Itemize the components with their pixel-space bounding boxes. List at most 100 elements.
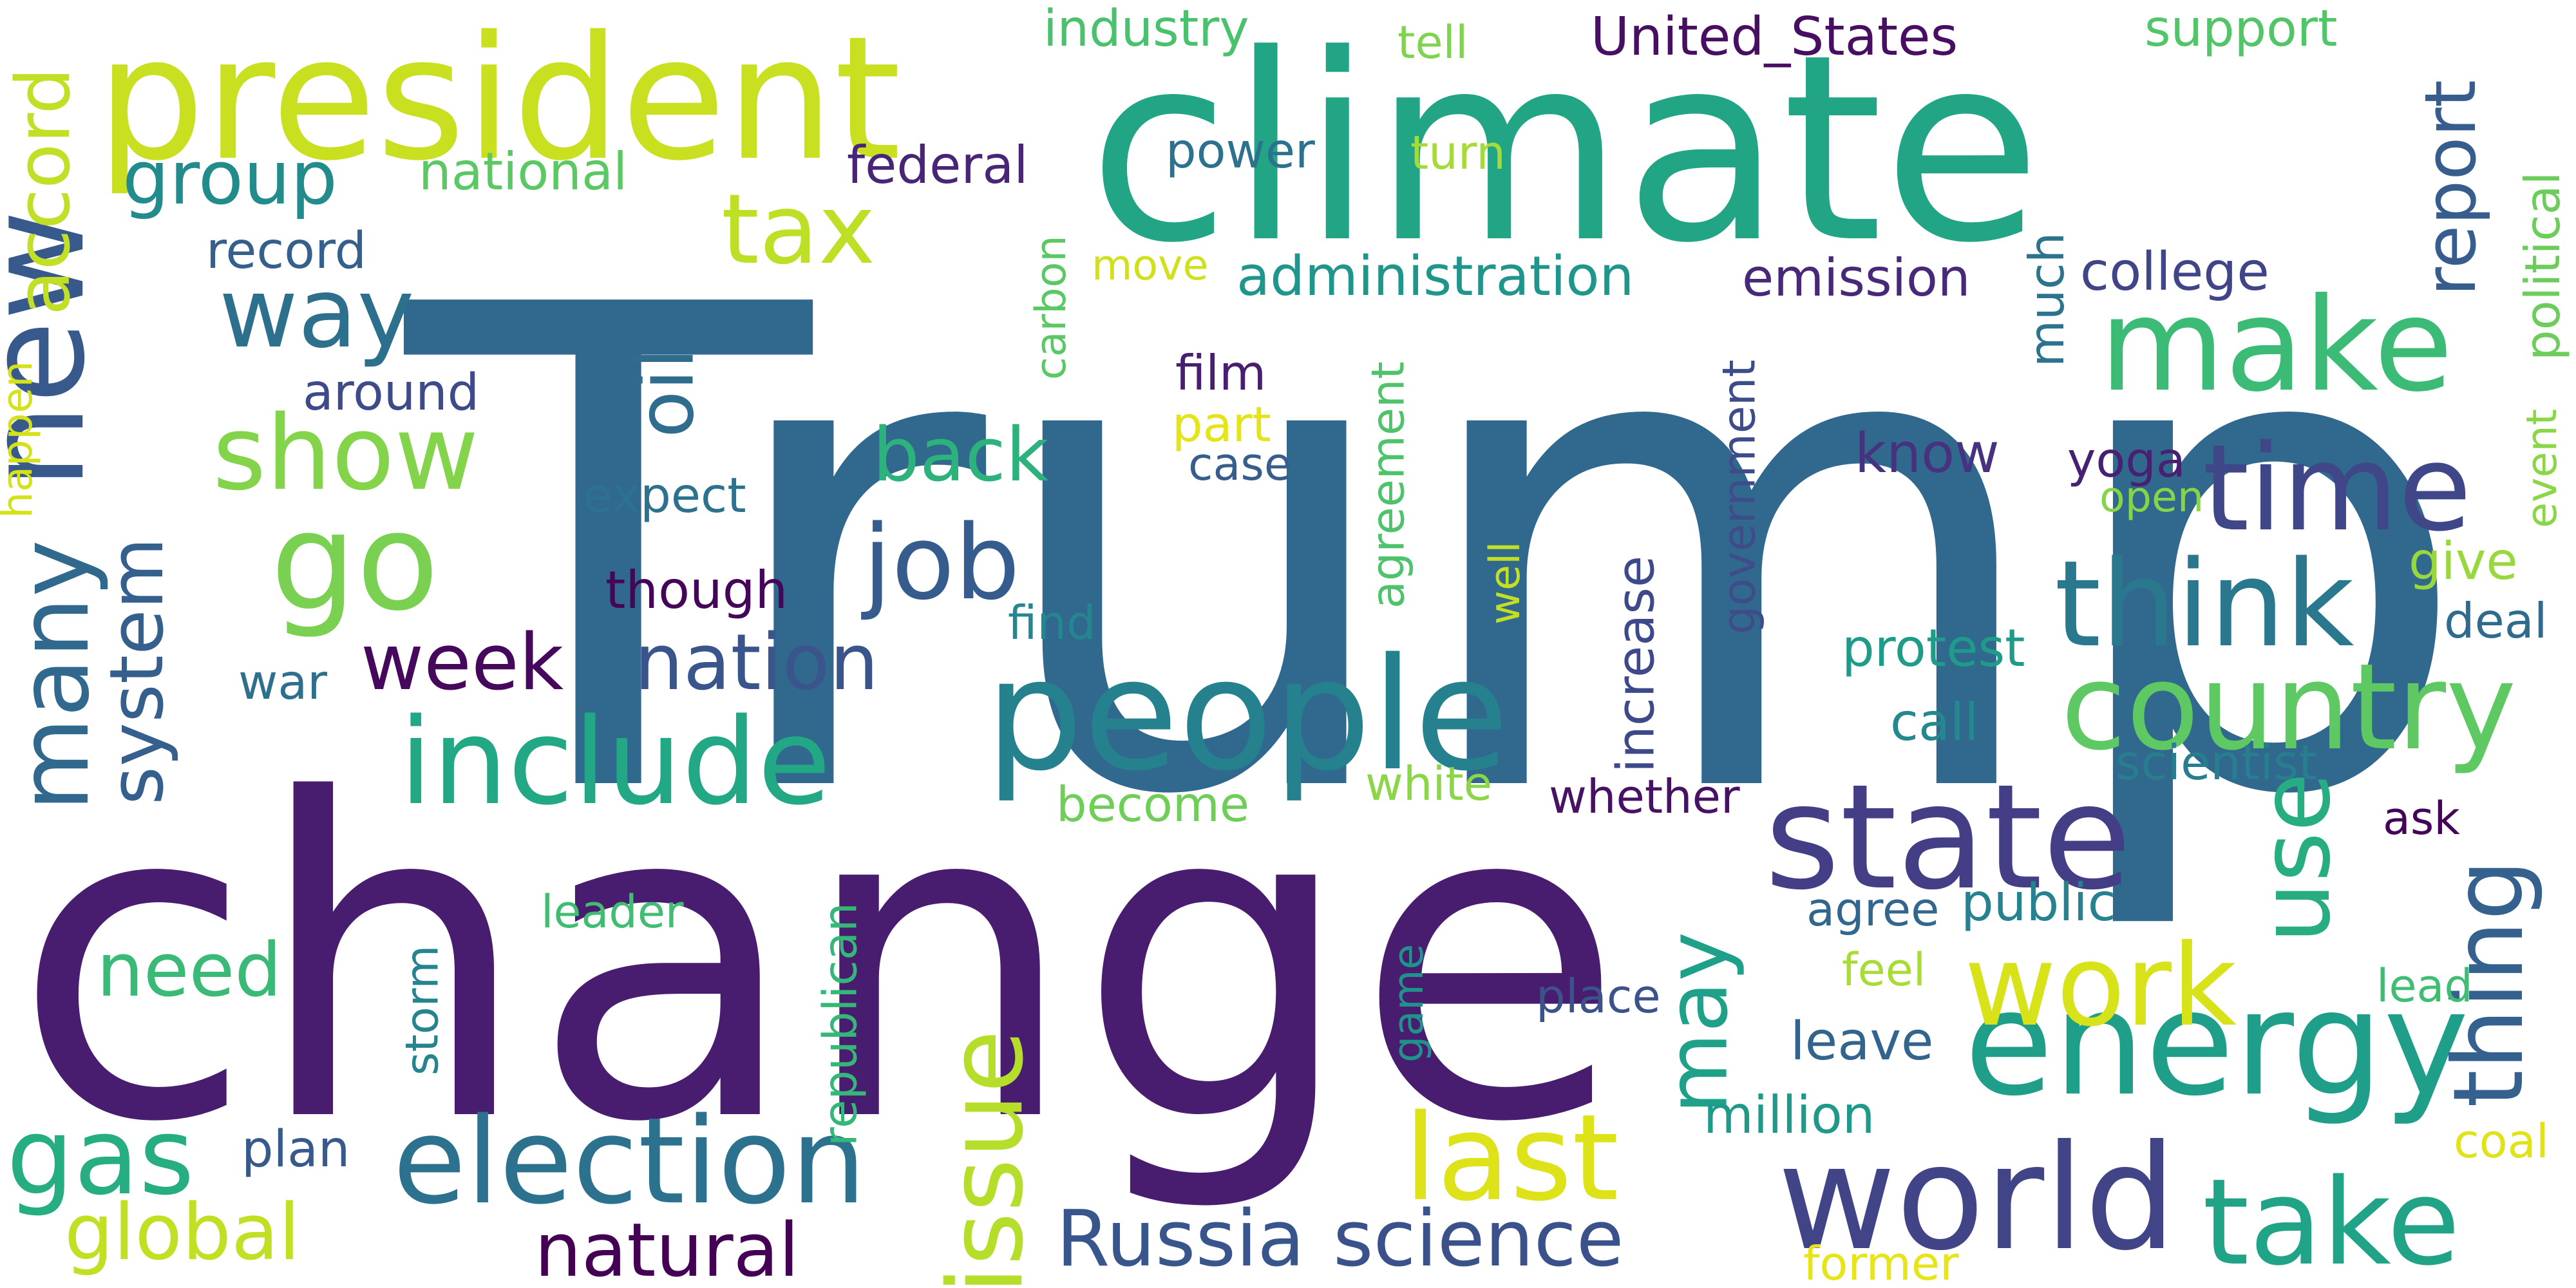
word-whether: whether (1549, 770, 1740, 824)
word-carbon: carbon (1027, 235, 1075, 380)
word-coal: coal (2454, 1114, 2549, 1168)
word-include: include (399, 692, 831, 831)
word-place: place (1536, 969, 1661, 1023)
word-gas: gas (6, 1095, 194, 1218)
word-world: world (1777, 1114, 2177, 1283)
word-system: system (94, 537, 180, 805)
word-agree: agree (1806, 882, 1939, 936)
word-industry: industry (1043, 0, 1249, 58)
word-week: week (361, 618, 564, 708)
word-natural: natural (535, 1208, 799, 1288)
word-event: event (2518, 409, 2566, 528)
word-scientist: scientist (2116, 734, 2318, 791)
word-may: may (1649, 932, 1747, 1114)
word-increase: increase (1606, 556, 1666, 773)
word-russia: Russia (1056, 1195, 1305, 1284)
word-nation: nation (634, 618, 878, 708)
word-plan: plan (242, 1121, 350, 1179)
word-storm: storm (395, 945, 448, 1075)
word-need: need (97, 927, 281, 1014)
word-make: make (2099, 270, 2453, 421)
word-part: part (1172, 396, 1271, 453)
word-million: million (1703, 1085, 1875, 1145)
word-leader: leader (541, 886, 684, 938)
word-last: last (1404, 1088, 1619, 1227)
word-climate: climate (1088, 0, 2041, 299)
word-government: government (1712, 359, 1765, 634)
word-white: white (1365, 757, 1492, 811)
word-happen: happen (0, 361, 42, 518)
word-around: around (303, 364, 479, 422)
word-support: support (2145, 0, 2337, 58)
word-yoga: yoga (2067, 431, 2186, 488)
word-tax: tax (721, 174, 876, 286)
word-though: though (605, 560, 788, 620)
word-science: science (1333, 1195, 1624, 1284)
word-country: country (2061, 638, 2516, 777)
word-take: take (2202, 1153, 2460, 1288)
word-issue: issue (925, 1030, 1046, 1288)
word-show: show (213, 393, 479, 513)
word-people: people (985, 625, 1510, 805)
word-accord: accord (1, 67, 87, 316)
word-game: game (1385, 944, 1433, 1063)
word-job: job (861, 502, 1020, 623)
word-time: time (2202, 419, 2472, 558)
word-energy: energy (1964, 960, 2469, 1128)
word-move: move (1092, 242, 1209, 290)
word-know: know (1855, 422, 2000, 486)
word-ask: ask (2383, 792, 2460, 845)
word-film: film (1175, 345, 1266, 401)
word-report: report (2409, 80, 2492, 296)
word-state: state (1765, 753, 2132, 922)
word-republican: republican (813, 902, 867, 1146)
word-group: group (122, 135, 337, 222)
word-case: case (1188, 438, 1292, 491)
word-protest: protest (1842, 618, 2025, 678)
word-emission: emission (1742, 248, 1971, 308)
word-oil: oil (621, 348, 711, 438)
word-election: election (393, 1092, 866, 1231)
word-back: back (873, 412, 1049, 498)
word-well: well (1481, 542, 1530, 625)
word-give: give (2409, 531, 2518, 591)
word-leave: leave (1790, 1011, 1933, 1072)
word-way: way (219, 258, 414, 370)
word-use: use (2240, 772, 2352, 943)
word-feel: feel (1842, 943, 1926, 996)
word-power: power (1166, 122, 1315, 179)
word-work: work (1964, 921, 2237, 1052)
word-administration: administration (1236, 245, 1634, 308)
word-many: many (0, 540, 111, 811)
word-record: record (206, 222, 366, 280)
word-turn: turn (1410, 126, 1506, 180)
word-go: go (270, 483, 439, 641)
word-new: new (0, 210, 115, 489)
word-think: think (2054, 535, 2354, 674)
word-global: global (64, 1188, 300, 1278)
word-national: national (419, 142, 627, 202)
word-lead: lead (2376, 960, 2473, 1012)
word-political: political (2514, 172, 2571, 361)
word-college: college (2080, 242, 2269, 303)
word-president: president (97, 0, 901, 198)
word-open: open (2099, 473, 2204, 522)
word-trump: Trump (395, 167, 2474, 940)
word-call: call (1890, 692, 1978, 752)
word-agreement: agreement (1361, 361, 1414, 609)
word-become: become (1056, 776, 1249, 833)
word-find: find (1008, 596, 1096, 650)
word-much: much (2018, 232, 2075, 367)
word-united-states: United_States (1591, 6, 1958, 68)
word-public: public (1961, 873, 2116, 933)
word-thing: thing (2433, 859, 2545, 1108)
word-federal: federal (847, 135, 1028, 195)
word-former: former (1803, 1236, 1959, 1288)
word-war: war (238, 654, 327, 710)
word-deal: deal (2444, 592, 2548, 649)
word-change: change (13, 708, 1625, 1218)
word-tell: tell (1397, 16, 1468, 69)
word-expect: expect (583, 467, 746, 524)
